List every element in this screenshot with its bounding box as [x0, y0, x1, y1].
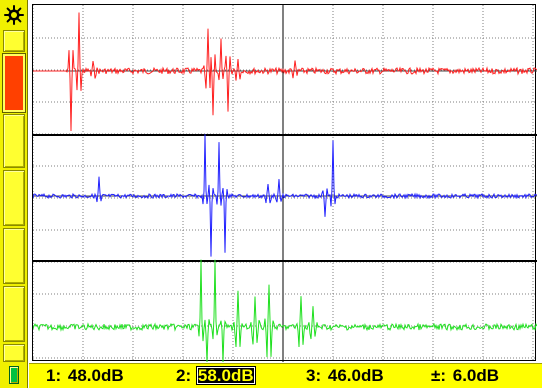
menu-button-4[interactable] — [3, 228, 25, 284]
sidebar — [0, 0, 28, 388]
gain-step-value: 6.0dB — [452, 366, 500, 385]
gain-3[interactable]: 3: 46.0dB — [306, 366, 386, 386]
gain-2-value: 58.0dB — [195, 366, 256, 385]
gain-step-label: ±: — [431, 366, 446, 385]
menu-button-6[interactable] — [3, 344, 25, 362]
gain-1-label: 1: — [46, 366, 62, 385]
gain-2[interactable]: 2: 58.0dB — [176, 366, 256, 386]
panel-dividers — [33, 134, 537, 262]
trace-3 — [33, 259, 537, 362]
gain-1[interactable]: 1: 48.0dB — [46, 366, 126, 386]
gain-step[interactable]: ±: 6.0dB — [431, 366, 501, 386]
gain-3-value: 46.0dB — [327, 366, 384, 385]
gain-status-bar: 1: 48.0dB 2: 58.0dB 3: 46.0dB ±: 6.0dB — [29, 363, 542, 388]
trace-1 — [33, 12, 537, 132]
gear-icon[interactable] — [3, 4, 25, 26]
waveform-canvas — [33, 5, 537, 362]
menu-button-3[interactable] — [3, 170, 25, 226]
menu-button-5[interactable] — [3, 286, 25, 342]
trace-2 — [33, 134, 537, 257]
menu-button-2[interactable] — [3, 114, 25, 168]
gain-1-value: 48.0dB — [67, 366, 124, 385]
sidebar-button-blank[interactable] — [3, 30, 25, 52]
gain-3-label: 3: — [306, 366, 322, 385]
grid — [33, 5, 537, 362]
gain-2-label: 2: — [176, 366, 192, 385]
trace-select-button[interactable] — [3, 54, 25, 112]
scope-display[interactable] — [32, 4, 537, 362]
battery-icon — [9, 366, 19, 384]
